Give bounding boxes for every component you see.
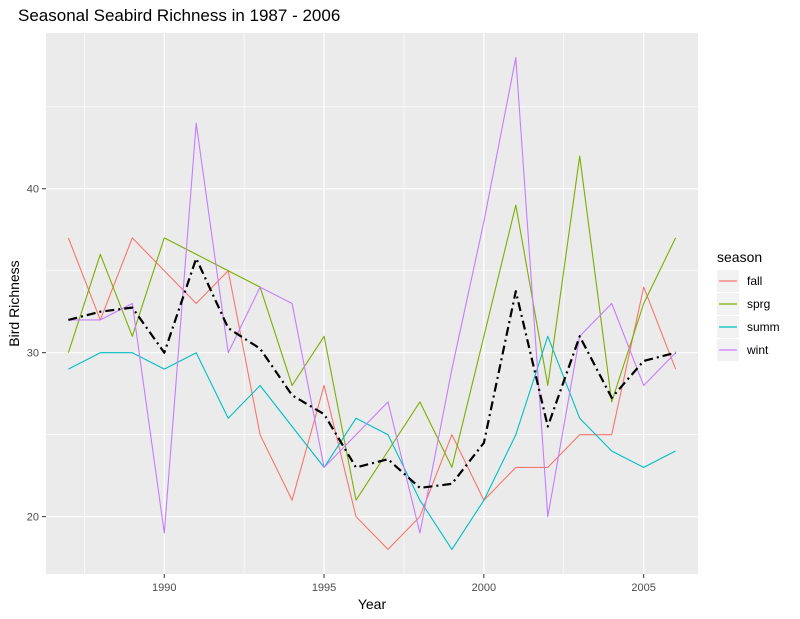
mean-line bbox=[68, 257, 676, 489]
y-tick-label: 20 bbox=[27, 512, 39, 524]
axes: 1990 1995 2000 2005 20 30 40 bbox=[27, 184, 656, 594]
grid-lines bbox=[46, 33, 698, 574]
x-tick-label: 1990 bbox=[152, 582, 176, 594]
x-tick-label: 1995 bbox=[312, 582, 336, 594]
chart-title: Seasonal Seabird Richness in 1987 - 2006 bbox=[18, 6, 341, 25]
plot-panel bbox=[46, 33, 698, 574]
legend-item-fall: fall bbox=[717, 270, 762, 292]
series-line-summ bbox=[68, 335, 676, 550]
y-tick-label: 40 bbox=[27, 184, 39, 196]
series-group bbox=[67, 57, 677, 550]
legend-label: wint bbox=[746, 343, 769, 357]
legend-item-summ: summ bbox=[717, 316, 780, 338]
series-line-fall bbox=[67, 237, 677, 550]
series-line-wint bbox=[68, 57, 676, 534]
x-axis-title: Year bbox=[358, 596, 387, 612]
legend-label: fall bbox=[747, 274, 762, 288]
legend-item-sprg: sprg bbox=[717, 293, 770, 315]
y-axis-title: Bird Richness bbox=[6, 260, 22, 346]
legend-item-wint: wint bbox=[717, 339, 769, 361]
x-tick-label: 2005 bbox=[631, 582, 655, 594]
legend: season fall sprg summ wint bbox=[717, 249, 780, 361]
y-tick-label: 30 bbox=[27, 348, 39, 360]
x-tick-label: 2000 bbox=[472, 582, 496, 594]
legend-label: sprg bbox=[747, 297, 770, 311]
legend-label: summ bbox=[747, 320, 780, 334]
legend-title: season bbox=[717, 249, 762, 265]
series-line-sprg bbox=[67, 155, 677, 501]
